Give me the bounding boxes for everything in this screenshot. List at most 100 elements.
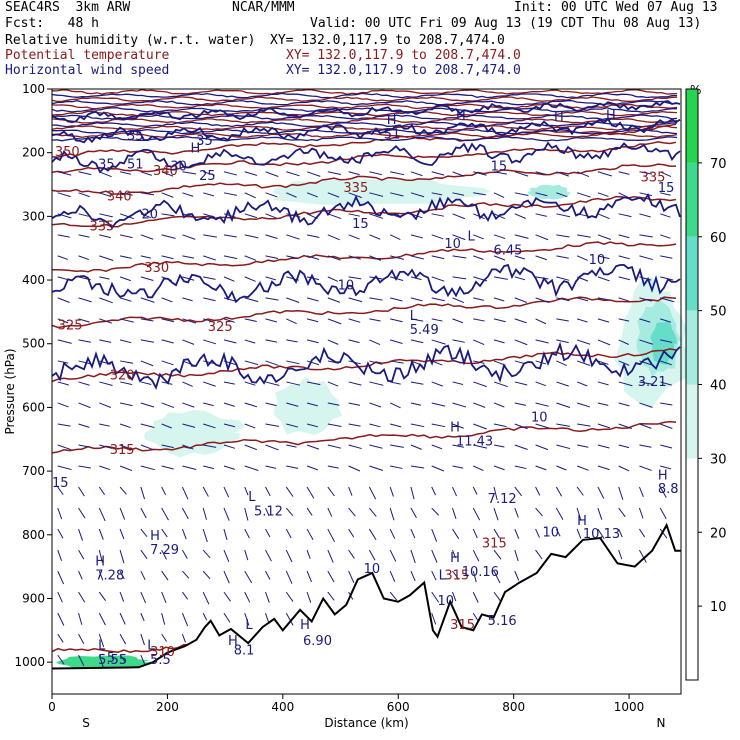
wind-vector-40: [78, 507, 86, 519]
rh-patch-1: [273, 376, 343, 436]
wind-vector-201: [223, 444, 236, 449]
wind-vector-358: [390, 171, 405, 176]
wind-vector-447: [473, 276, 488, 282]
wind-vector-426: [452, 276, 467, 280]
wind-vector-584: [618, 297, 630, 302]
wind-vector-533: [556, 360, 567, 367]
terrain-line: [51, 522, 681, 670]
wind-vector-183: [202, 528, 208, 543]
wind-vector-619: [660, 234, 671, 239]
wind-vector-508: [535, 234, 549, 241]
wind-vector-57: [99, 360, 111, 365]
wind-vector-138: [161, 549, 167, 560]
wind-vector-242: [265, 381, 280, 386]
theta-label-12: 315: [444, 568, 469, 583]
wind-vector-263: [286, 360, 300, 365]
wind-vector-489: [514, 255, 526, 260]
wind-vector-292: [306, 507, 313, 516]
wind-vector-566: [597, 297, 610, 301]
wind-vector-337: [348, 570, 355, 583]
wind-vector-532: [556, 339, 569, 344]
wind-vector-612: [638, 486, 644, 497]
wind-vector-149: [182, 297, 193, 302]
wind-vector-169: [203, 234, 217, 238]
wind-vector-504: [514, 570, 520, 581]
wind-vector-321: [348, 234, 360, 240]
wind-vector-130: [161, 381, 173, 385]
wind-vector-127: [161, 318, 175, 323]
wind-vector-608: [639, 402, 653, 408]
hl-marker-17: H: [228, 634, 238, 649]
wind-vector-78: [119, 297, 132, 302]
wind-vector-298: [327, 192, 340, 198]
wind-vector-607: [639, 381, 654, 385]
wind-vector-179: [203, 444, 217, 448]
wind-vector-79: [119, 318, 134, 323]
wind-vector-191: [223, 234, 237, 238]
wind-vector-575: [597, 486, 605, 499]
wind-vector-578: [618, 171, 630, 175]
wind-vector-421: [452, 171, 465, 177]
wind-vector-119: [140, 654, 146, 666]
wind-vector-72: [119, 171, 131, 175]
hl-value-7: 7.28: [95, 568, 124, 583]
wind-vector-487: [514, 213, 527, 219]
wind-vector-393: [410, 465, 425, 469]
wind-vector-366: [390, 339, 403, 344]
wind-vector-125: [161, 276, 172, 281]
wind-vector-347: [369, 339, 381, 345]
wind-vector-591: [618, 444, 630, 449]
wind-vector-379: [410, 171, 423, 177]
wind-vector-527: [556, 234, 570, 238]
wind-vector-540: [555, 507, 564, 520]
wind-vector-38: [78, 465, 91, 469]
wind-vector-342: [369, 234, 381, 240]
wind-vector-462: [472, 591, 479, 603]
wind-vector-202: [223, 465, 235, 470]
wind-vector-585: [618, 318, 630, 322]
wind-vector-427: [452, 297, 465, 303]
wind-vector-535: [556, 402, 571, 408]
wind-vector-82: [119, 381, 133, 386]
wind-vector-37: [78, 444, 91, 448]
wind-vector-283: [306, 318, 319, 323]
wind-vector-286: [306, 381, 321, 386]
wind-vector-456: [473, 465, 484, 472]
wind-vector-97: [140, 192, 155, 196]
wind-vector-266: [286, 423, 299, 428]
theta-label-8: 315: [110, 443, 135, 458]
x-tick-label-600: 600: [387, 700, 410, 714]
wind-vector-616: [660, 171, 672, 178]
wind-vector-272: [285, 549, 293, 563]
wind-vector-250: [265, 549, 272, 562]
wind-vector-365: [390, 318, 403, 323]
wind-vector-178: [203, 423, 216, 429]
wind-vector-208: [223, 591, 231, 602]
wind-vector-48: [99, 171, 112, 178]
wind-vector-206: [223, 549, 230, 562]
wind-vector-275: [285, 612, 294, 626]
wind-vector-432: [452, 402, 467, 408]
wind-vector-328: [348, 381, 362, 386]
wind-label-3: 51: [127, 158, 144, 173]
wind-vector-296: [306, 591, 312, 603]
wind-vector-22: [57, 633, 64, 643]
wind-vector-596: [618, 549, 623, 560]
wind-label-13: 10: [531, 410, 548, 425]
wind-vector-496: [514, 402, 527, 406]
hl-marker-8: L: [439, 568, 447, 583]
wind-vector-124: [161, 255, 174, 260]
wind-vector-451: [473, 360, 485, 364]
wind-vector-340: [369, 192, 384, 197]
wind-vector-484: [493, 591, 501, 602]
wind-contour-1: [51, 117, 681, 144]
theta-label-13: 315: [450, 618, 475, 633]
wind-vector-10: [57, 381, 69, 386]
wind-vector-600: [639, 234, 653, 238]
hl-value-4: 11.43: [456, 435, 493, 450]
wind-vector-140: [161, 591, 167, 603]
wind-vector-304: [327, 318, 342, 325]
wind-vector-219: [244, 360, 259, 366]
y-tick-label-100: 100: [22, 82, 45, 96]
